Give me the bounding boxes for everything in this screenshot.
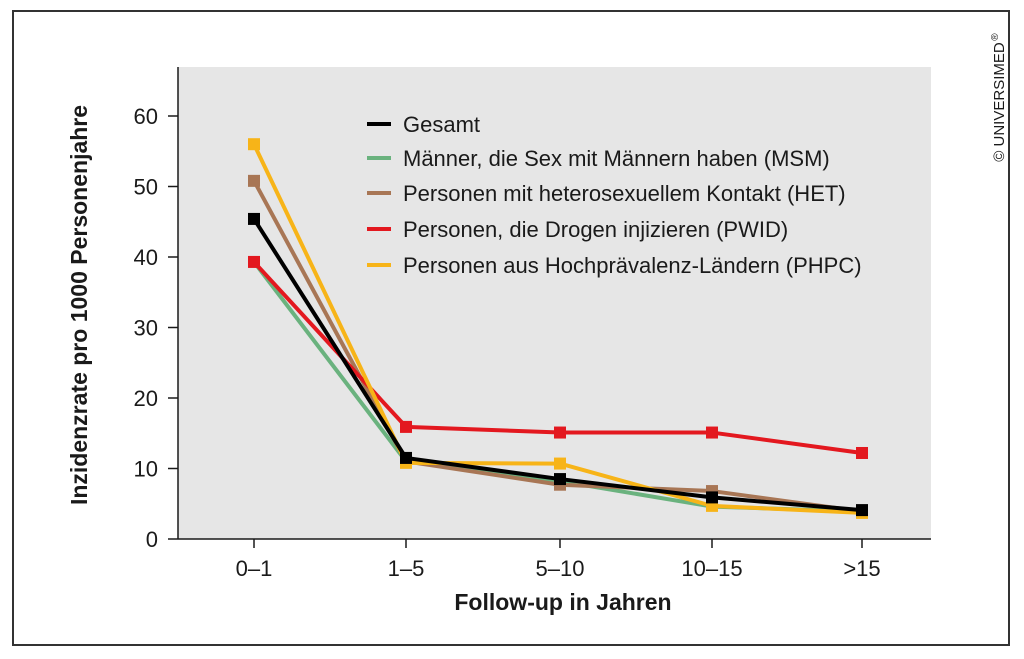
- data-point: [248, 212, 260, 225]
- x-axis-title: Follow-up in Jahren: [454, 589, 671, 615]
- y-tick-label: 30: [134, 316, 158, 341]
- x-tick-label: 1–5: [388, 556, 425, 581]
- data-point: [248, 138, 260, 151]
- series-0: [248, 212, 868, 517]
- data-point: [706, 491, 718, 504]
- data-point: [706, 426, 718, 439]
- data-point: [248, 255, 260, 268]
- y-tick-label: 0: [146, 527, 158, 552]
- legend-label: Gesamt: [403, 112, 480, 137]
- x-tick-label: 5–10: [536, 556, 585, 581]
- data-point: [554, 473, 566, 486]
- data-point: [400, 420, 412, 433]
- registered-mark: ®: [990, 33, 1001, 41]
- x-tick-label: 10–15: [681, 556, 742, 581]
- y-tick-label: 10: [134, 457, 158, 482]
- y-tick-label: 60: [134, 104, 158, 129]
- y-axis-title: Inzidenzrate pro 1000 Personenjahre: [66, 105, 92, 505]
- x-tick-label: 0–1: [236, 556, 273, 581]
- series-lines: [248, 138, 868, 519]
- y-tick-label: 20: [134, 386, 158, 411]
- data-point: [856, 504, 868, 517]
- series-3: [248, 255, 868, 459]
- data-point: [400, 451, 412, 464]
- legend-label: Männer, die Sex mit Männern haben (MSM): [403, 146, 830, 171]
- x-tick-label: >15: [843, 556, 880, 581]
- y-axis-ticks: 0 10 20 30 40 50 60: [134, 104, 178, 552]
- legend: Gesamt Männer, die Sex mit Männern haben …: [367, 112, 862, 278]
- y-tick-label: 50: [134, 175, 158, 200]
- data-point: [554, 457, 566, 470]
- data-point: [248, 174, 260, 187]
- legend-label: Personen, die Drogen injizieren (PWID): [403, 217, 788, 242]
- x-axis-ticks: 0–1 1–5 5–10 10–15 >15: [236, 539, 881, 581]
- y-tick-label: 40: [134, 245, 158, 270]
- legend-label: Personen aus Hochprävalenz-Ländern (PHPC…: [403, 253, 862, 278]
- data-point: [554, 426, 566, 439]
- legend-label: Personen mit heterosexuellem Kontakt (HE…: [403, 181, 846, 206]
- data-point: [856, 446, 868, 459]
- copyright-text: © UNIVERSIMED: [991, 42, 1008, 162]
